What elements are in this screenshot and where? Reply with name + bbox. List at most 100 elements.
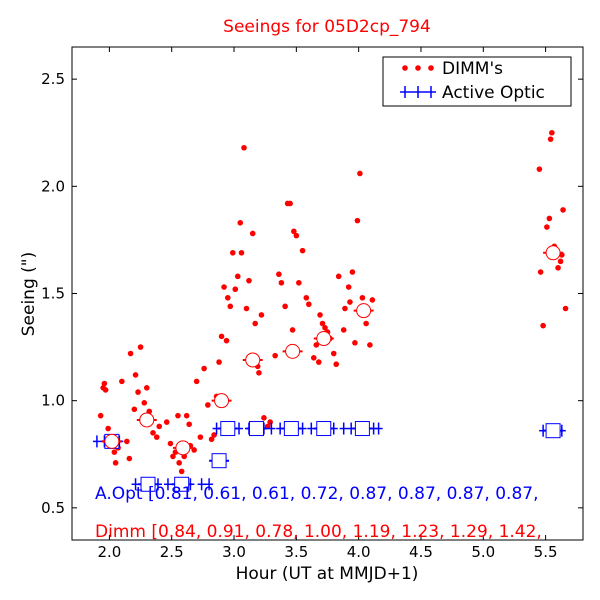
active-optic-point-12 bbox=[197, 478, 206, 491]
dimm-point-50 bbox=[232, 286, 239, 293]
dimm-point-99 bbox=[367, 342, 373, 348]
dimm-bin-2 bbox=[172, 440, 193, 456]
active-optic-bin-9 bbox=[543, 423, 564, 439]
dimm-point-88 bbox=[335, 273, 342, 280]
dimm-point-66 bbox=[276, 271, 282, 278]
dimm-point-54 bbox=[241, 144, 247, 151]
dimm-annotation: Dimm [0.84, 0.91, 0.78, 1.00, 1.19, 1.23… bbox=[95, 522, 542, 542]
dimm-point-73 bbox=[293, 232, 300, 239]
y-tick-label-0: 0.5 bbox=[41, 499, 65, 517]
x-tick-label-5: 4.5 bbox=[409, 543, 433, 561]
legend-active-optic-label: Active Optic bbox=[442, 83, 545, 103]
dimm-point-89 bbox=[340, 327, 347, 333]
dimm-bin-7 bbox=[353, 303, 374, 319]
dimm-point-52 bbox=[237, 219, 244, 226]
plot-area: 2.0 2.5 3.0 3.5 4.0 4.5 5.0 5.5 0.5 1.0 1.5 2.0 2.5 A… bbox=[41, 46, 584, 561]
active-optic-bin-3 bbox=[209, 453, 230, 469]
plot-frame bbox=[71, 46, 584, 541]
dimm-point-17 bbox=[137, 344, 144, 350]
dimm-point-80 bbox=[315, 359, 322, 365]
dimm-point-4 bbox=[105, 425, 111, 432]
dimm-point-39 bbox=[205, 402, 211, 408]
dimm-point-23 bbox=[156, 423, 163, 430]
dimm-point-28 bbox=[175, 412, 181, 419]
chart-title: Seeings for 05D2cp_794 bbox=[223, 17, 431, 37]
dimm-point-90 bbox=[342, 305, 348, 312]
dimm-point-67 bbox=[278, 279, 285, 286]
dimm-point-29 bbox=[176, 460, 182, 466]
dimm-point-102 bbox=[537, 269, 544, 275]
dimm-point-97 bbox=[359, 294, 366, 301]
dimm-point-47 bbox=[224, 294, 231, 301]
dimm-point-91 bbox=[345, 284, 352, 290]
dimm-point-95 bbox=[354, 217, 361, 224]
legend-dimm-dot-2 bbox=[428, 65, 434, 71]
dimm-point-75 bbox=[299, 247, 306, 254]
x-axis-label: Hour (UT at MMJD+1) bbox=[236, 564, 419, 584]
data-marks bbox=[92, 129, 569, 492]
dimm-point-70 bbox=[287, 200, 293, 207]
legend-active-optic-marker bbox=[400, 86, 436, 98]
dimm-point-62 bbox=[261, 415, 267, 421]
dimm-point-8 bbox=[112, 460, 119, 466]
dimm-point-72 bbox=[291, 228, 297, 235]
dimm-point-51 bbox=[234, 273, 241, 280]
active-optic-bin-7 bbox=[313, 421, 334, 437]
y-tick-label-2: 1.5 bbox=[41, 285, 65, 303]
dimm-point-13 bbox=[127, 350, 134, 357]
dimm-point-77 bbox=[306, 301, 312, 308]
x-tick-label-0: 2.0 bbox=[97, 543, 121, 561]
legend-dimm-dot-1 bbox=[415, 65, 421, 71]
dimm-point-21 bbox=[150, 430, 156, 436]
active-optic-bin-6 bbox=[281, 421, 302, 437]
x-tick-label-2: 3.0 bbox=[222, 543, 246, 561]
y-axis-label: Seeing (") bbox=[19, 252, 39, 337]
dimm-point-38 bbox=[201, 365, 207, 372]
dimm-point-40 bbox=[208, 436, 215, 443]
dimm-point-41 bbox=[211, 432, 217, 438]
dimm-point-113 bbox=[560, 207, 566, 213]
dimm-point-104 bbox=[544, 224, 550, 230]
dimm-point-103 bbox=[540, 322, 546, 329]
dimm-point-93 bbox=[349, 269, 356, 275]
dimm-bin-3 bbox=[211, 393, 232, 409]
legend-dimm-dot-0 bbox=[402, 65, 408, 71]
legend-box bbox=[382, 56, 572, 107]
x-tick-label-7: 5.5 bbox=[534, 543, 558, 561]
dimm-point-87 bbox=[333, 361, 340, 368]
dimm-point-68 bbox=[282, 303, 288, 310]
dimm-point-94 bbox=[352, 340, 358, 346]
dimm-point-106 bbox=[547, 136, 554, 142]
dimm-point-45 bbox=[221, 284, 227, 290]
active-optic-point-8 bbox=[163, 478, 172, 491]
dimm-bin-5 bbox=[282, 343, 303, 359]
dimm-bin-8 bbox=[543, 245, 564, 261]
dimm-point-22 bbox=[153, 434, 160, 440]
dimm-point-107 bbox=[549, 129, 555, 136]
dimm-point-46 bbox=[223, 337, 230, 344]
dimm-point-71 bbox=[289, 327, 296, 333]
active-optic-point-35 bbox=[374, 422, 383, 435]
dimm-point-56 bbox=[246, 277, 252, 284]
dimm-point-49 bbox=[229, 249, 236, 256]
active-optic-point-0 bbox=[92, 435, 101, 448]
dimm-point-76 bbox=[303, 294, 310, 301]
active-optic-bin-1 bbox=[138, 476, 158, 492]
dimm-point-2 bbox=[101, 380, 108, 387]
dimm-point-55 bbox=[243, 305, 250, 312]
dimm-point-83 bbox=[322, 324, 328, 331]
active-optic-bin-5 bbox=[246, 421, 267, 437]
dimm-bin-0 bbox=[101, 433, 122, 449]
active-optic-point-13 bbox=[205, 478, 214, 491]
dimm-point-18 bbox=[141, 400, 148, 406]
dimm-point-58 bbox=[252, 320, 259, 327]
dimm-point-79 bbox=[313, 342, 320, 348]
dimm-point-96 bbox=[357, 170, 363, 177]
dimm-point-25 bbox=[167, 440, 174, 447]
dimm-point-16 bbox=[135, 389, 141, 395]
y-tick-label-1: 1.0 bbox=[41, 392, 65, 410]
dimm-point-0 bbox=[97, 412, 104, 419]
dimm-point-44 bbox=[218, 333, 225, 340]
dimm-point-65 bbox=[272, 352, 278, 359]
